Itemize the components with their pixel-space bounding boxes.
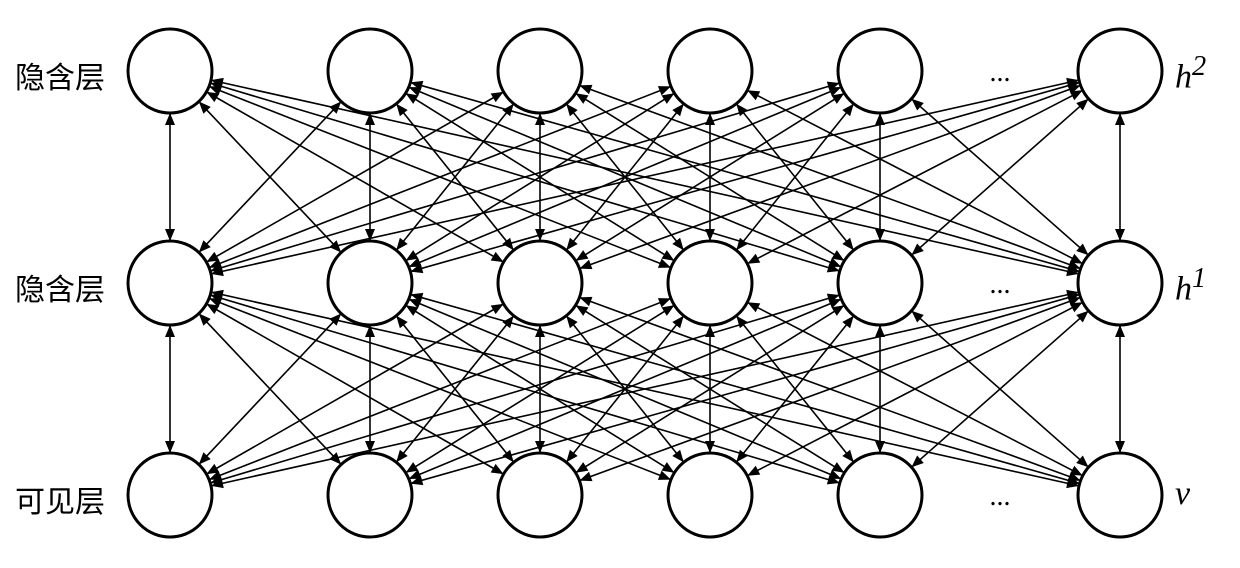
node-top-5 bbox=[1078, 29, 1162, 113]
node-middle-4 bbox=[838, 241, 922, 325]
diagram-container: 隐含层 h2... 隐含层 h1... 可见层 v... bbox=[0, 0, 1240, 568]
node-top-2 bbox=[498, 29, 582, 113]
ellipsis-bottom: ... bbox=[975, 481, 1025, 513]
node-bottom-3 bbox=[668, 453, 752, 537]
node-middle-2 bbox=[498, 241, 582, 325]
node-middle-5 bbox=[1078, 241, 1162, 325]
node-top-4 bbox=[838, 29, 922, 113]
layer-label-left-top: 隐含层 bbox=[15, 53, 105, 97]
node-middle-3 bbox=[668, 241, 752, 325]
node-bottom-5 bbox=[1078, 453, 1162, 537]
node-bottom-1 bbox=[328, 453, 412, 537]
layer-label-right-middle: h1 bbox=[1175, 263, 1206, 308]
layer-label-right-top: h2 bbox=[1175, 51, 1206, 96]
node-bottom-4 bbox=[838, 453, 922, 537]
layer-label-right-bottom: v bbox=[1175, 475, 1190, 513]
layer-label-left-bottom: 可见层 bbox=[15, 477, 105, 521]
ellipsis-top: ... bbox=[975, 57, 1025, 89]
node-middle-1 bbox=[328, 241, 412, 325]
node-top-1 bbox=[328, 29, 412, 113]
node-middle-0 bbox=[128, 241, 212, 325]
layer-label-left-middle: 隐含层 bbox=[15, 265, 105, 309]
node-bottom-2 bbox=[498, 453, 582, 537]
ellipsis-middle: ... bbox=[975, 269, 1025, 301]
node-top-0 bbox=[128, 29, 212, 113]
node-bottom-0 bbox=[128, 453, 212, 537]
network-svg bbox=[0, 0, 1240, 568]
node-top-3 bbox=[668, 29, 752, 113]
